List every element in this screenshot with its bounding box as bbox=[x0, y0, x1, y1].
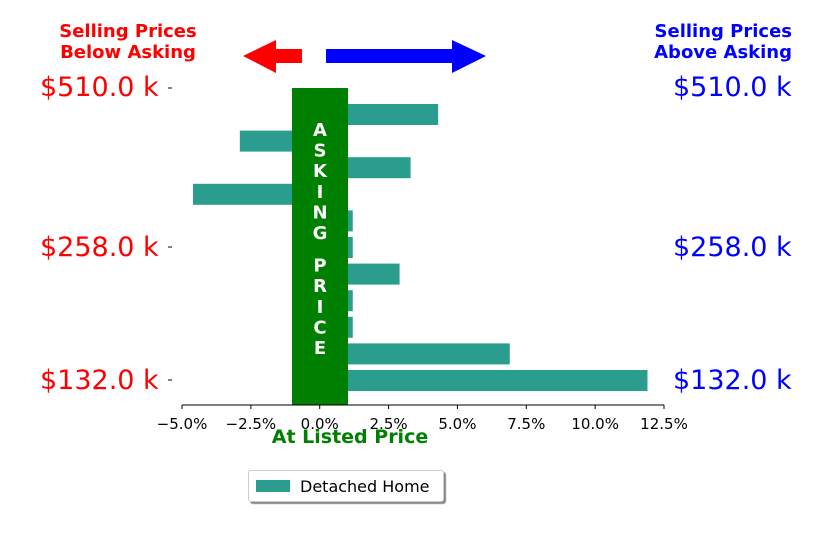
x-tick-label: 7.5% bbox=[507, 415, 545, 433]
left-arrow-icon bbox=[243, 40, 302, 73]
right-arrow-icon bbox=[326, 40, 486, 73]
price-label-left-top: $510.0 k bbox=[40, 72, 159, 103]
price-label-right-top: $510.0 k bbox=[673, 72, 792, 103]
below-asking-header: Selling Prices Below Asking bbox=[28, 21, 228, 63]
legend: Detached Home bbox=[248, 470, 444, 502]
x-tick-label: −5.0% bbox=[157, 415, 208, 433]
price-label-right-bottom: $132.0 k bbox=[673, 365, 792, 396]
price-label-right-middle: $258.0 k bbox=[673, 232, 792, 263]
above-asking-header: Selling Prices Above Asking bbox=[592, 21, 792, 63]
bar-group bbox=[193, 104, 648, 391]
price-label-left-middle: $258.0 k bbox=[40, 232, 159, 263]
above-asking-line2: Above Asking bbox=[654, 42, 792, 63]
bar bbox=[319, 104, 439, 125]
bar bbox=[319, 370, 648, 391]
x-tick-label: 12.5% bbox=[640, 415, 688, 433]
below-asking-line1: Selling Prices bbox=[59, 21, 197, 42]
legend-swatch bbox=[256, 480, 290, 492]
at-listed-price-label: At Listed Price bbox=[271, 426, 429, 448]
legend-label: Detached Home bbox=[300, 476, 430, 496]
below-asking-line2: Below Asking bbox=[60, 42, 196, 63]
x-tick-label: 2.5% bbox=[370, 415, 408, 433]
bar bbox=[193, 183, 320, 205]
bar bbox=[319, 343, 510, 365]
asking-price-band bbox=[292, 88, 348, 405]
above-asking-line1: Selling Prices bbox=[654, 21, 792, 42]
x-tick-label: −2.5% bbox=[226, 415, 277, 433]
x-tick-label: 5.0% bbox=[438, 415, 476, 433]
x-tick-label: 10.0% bbox=[571, 415, 619, 433]
x-tick-label: 0.0% bbox=[301, 415, 339, 433]
price-label-left-bottom: $132.0 k bbox=[40, 365, 159, 396]
x-axis-ticks: −5.0% −2.5% 0.0% 2.5% 5.0% 7.5% 10.0% 12.5% bbox=[157, 405, 688, 433]
